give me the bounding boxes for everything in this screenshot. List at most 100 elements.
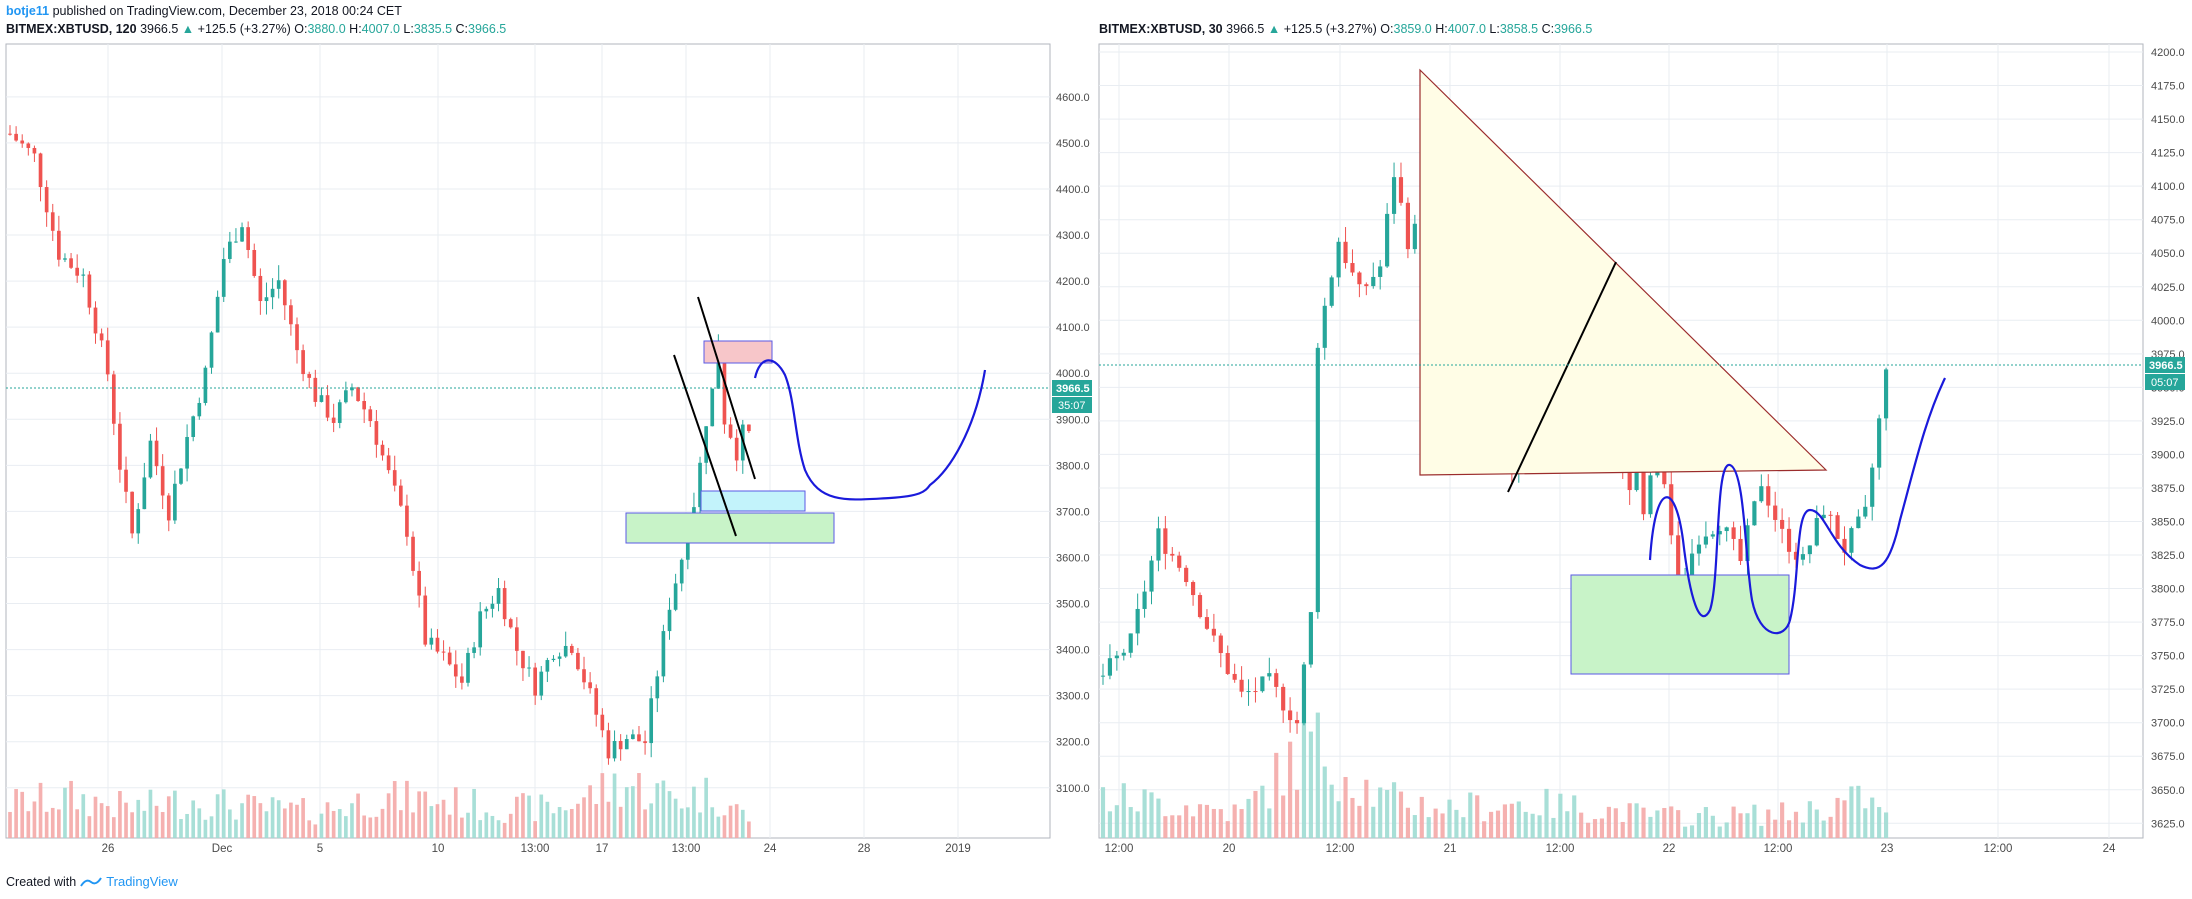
candle-down (386, 455, 391, 471)
right-projection-path[interactable] (1648, 377, 1946, 635)
candle-up (429, 637, 434, 645)
candle-down (1357, 272, 1362, 285)
left-trend-line-upper[interactable] (697, 296, 756, 480)
left-grid (6, 44, 1050, 838)
volume-bar (1530, 813, 1535, 838)
candle-up (649, 698, 654, 744)
candle-down (1343, 241, 1348, 264)
volume-bar (295, 804, 299, 838)
left-demand-zone[interactable] (625, 512, 835, 544)
right-symbol[interactable]: BITMEX:XBTUSD, 30 (1099, 22, 1223, 36)
candle-down (1835, 515, 1840, 539)
volume-bar (1468, 792, 1473, 838)
candle-down (637, 734, 641, 742)
volume-bar (386, 793, 391, 838)
y-tick-label: 3200.0 (1056, 737, 1090, 749)
volume-bar (124, 802, 128, 838)
left-countdown-text: 35:07 (1058, 400, 1086, 412)
volume-bar (1378, 787, 1383, 838)
candle-down (1239, 679, 1244, 692)
right-trend-line[interactable] (1507, 261, 1617, 493)
volume-bar (1405, 807, 1410, 838)
candle-up (264, 297, 269, 302)
candle-down (99, 333, 104, 341)
author-name[interactable]: botje11 (6, 4, 50, 18)
volume-bar (1204, 804, 1210, 838)
publish-header: botje11 published on TradingView.com, De… (6, 4, 402, 18)
volume-bar (1634, 803, 1639, 838)
candle-up (1745, 525, 1750, 562)
candle-down (1184, 567, 1189, 583)
y-tick-label: 4000.0 (1056, 368, 1090, 380)
volume-bar (1856, 785, 1861, 838)
volume-bar (1752, 804, 1757, 838)
tradingview-brand[interactable]: TradingView (106, 874, 178, 889)
volume-bar (563, 810, 568, 838)
volume-bar (1197, 804, 1203, 838)
volume-bar (392, 781, 397, 838)
candle-down (8, 133, 12, 135)
candle-up (1301, 664, 1307, 724)
volume-bar (215, 794, 220, 838)
volume-bar (1502, 804, 1508, 838)
volume-bar (588, 785, 592, 838)
right-descending-triangle[interactable] (1419, 68, 1828, 476)
y-tick-label: 3600.0 (1056, 552, 1090, 564)
right-symbol-info: BITMEX:XBTUSD, 30 3966.5 ▲ +125.5 (+3.27… (1099, 22, 1593, 36)
candle-down (258, 275, 263, 302)
candle-down (423, 595, 428, 645)
candle-up (472, 647, 476, 653)
volume-bar (545, 801, 550, 838)
candle-down (582, 669, 586, 683)
x-tick-label: 12:00 (1326, 843, 1355, 855)
candle-up (1849, 528, 1854, 553)
volume-bar (1655, 810, 1660, 838)
volume-bar (1454, 809, 1459, 838)
volume-bar (1184, 805, 1189, 838)
y-tick-label: 3750.0 (2151, 651, 2185, 663)
candle-down (1177, 555, 1182, 568)
left-support-zone[interactable] (700, 490, 806, 512)
y-tick-label: 4075.0 (2151, 215, 2185, 227)
volume-bar (209, 816, 214, 838)
volume-bar (258, 803, 263, 838)
volume-bar (368, 817, 373, 838)
right-demand-zone[interactable] (1570, 574, 1790, 675)
candle-down (1288, 710, 1293, 721)
left-projection-path[interactable] (753, 359, 987, 501)
candle-up (148, 440, 153, 478)
volume-bar (600, 773, 605, 838)
candle-down (508, 619, 513, 628)
left-high: 4007.0 (361, 22, 400, 36)
candle-down (1766, 486, 1771, 506)
volume-bar (704, 777, 708, 838)
candle-down (447, 652, 452, 665)
left-resistance-zone[interactable] (703, 340, 773, 364)
volume-bar (1579, 812, 1584, 838)
y-tick-label: 3625.0 (2151, 818, 2185, 830)
x-tick-label: 17 (596, 843, 609, 855)
volume-bar (606, 801, 611, 838)
volume-bar (307, 820, 312, 838)
volume-bar (1516, 801, 1521, 838)
candle-down (502, 588, 507, 620)
volume-bar (1253, 790, 1258, 838)
volume-bar (1225, 821, 1230, 838)
candle-down (1274, 673, 1279, 687)
candle-up (612, 740, 617, 759)
left-close: 3966.5 (468, 22, 507, 36)
y-tick-label: 3900.0 (2151, 449, 2185, 461)
left-symbol[interactable]: BITMEX:XBTUSD, 120 (6, 22, 137, 36)
candle-down (1253, 691, 1258, 693)
candle-up (698, 462, 702, 508)
up-arrow-icon: ▲ (181, 22, 195, 36)
volume-bar (1364, 779, 1369, 838)
candle-down (1676, 535, 1681, 582)
volume-bar (508, 813, 513, 838)
candle-up (716, 349, 721, 389)
volume-bar (417, 791, 421, 838)
candle-down (460, 676, 464, 683)
left-trend-line-lower[interactable] (673, 354, 737, 537)
right-price-tag (2145, 357, 2185, 373)
